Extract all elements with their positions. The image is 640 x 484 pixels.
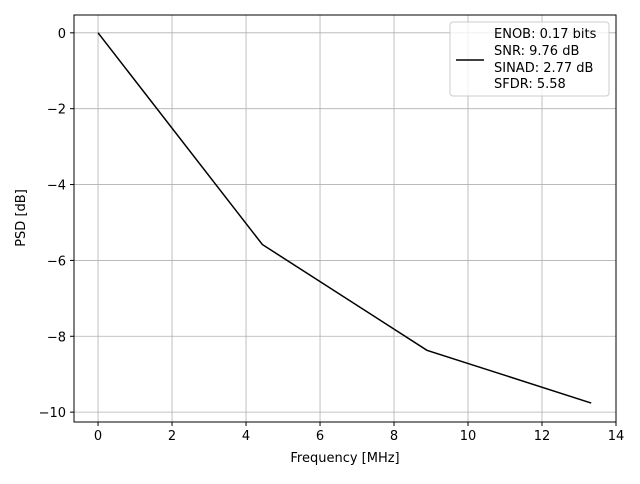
x-tick-label: 12: [534, 429, 551, 444]
plot-frame: [73, 14, 617, 423]
y-tick-label: −2: [47, 103, 66, 118]
legend-snr: SNR: 9.76 dB: [494, 44, 579, 59]
y-tick-label: −6: [47, 254, 66, 269]
x-tick-label: 2: [168, 429, 176, 444]
y-axis-label: PSD [dB]: [14, 189, 29, 247]
legend: ENOB: 0.17 bits SNR: 9.76 dB SINAD: 2.77…: [449, 21, 610, 97]
y-tick-label: −8: [47, 330, 66, 345]
y-tick-label: −4: [47, 179, 66, 194]
x-tick-label: 6: [316, 429, 324, 444]
ticks: 0 2 4 6 8 10 12 14 0 −2 −4 −6 −8 −10: [39, 27, 625, 444]
psd-line: [97, 32, 592, 404]
y-tick-label: −10: [39, 406, 66, 421]
x-axis-label: Frequency [MHz]: [290, 451, 399, 466]
y-tick-label: 0: [58, 27, 66, 42]
x-tick-label: 0: [94, 429, 102, 444]
x-tick-label: 4: [242, 429, 250, 444]
x-tick-label: 14: [608, 429, 625, 444]
legend-enob: ENOB: 0.17 bits: [494, 27, 597, 42]
x-tick-label: 10: [460, 429, 477, 444]
series-layer: [97, 32, 592, 404]
legend-box: [449, 21, 610, 97]
legend-sinad: SINAD: 2.77 dB: [494, 61, 593, 76]
legend-sfdr: SFDR: 5.58: [494, 77, 566, 92]
x-tick-label: 8: [390, 429, 398, 444]
